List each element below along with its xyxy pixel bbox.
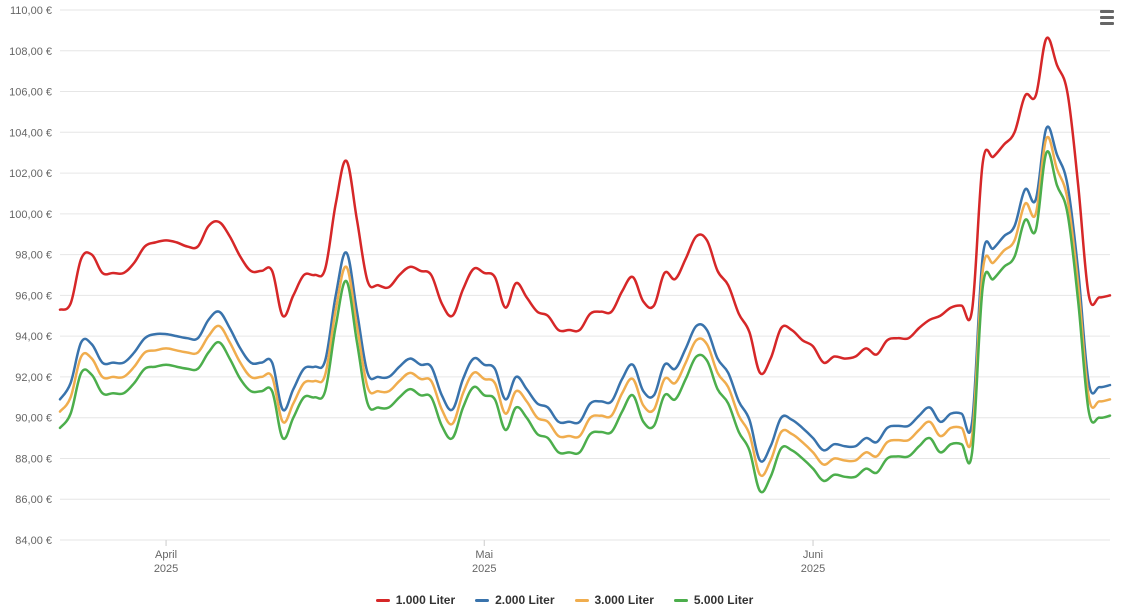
svg-text:104,00 €: 104,00 €: [9, 127, 52, 139]
legend-item[interactable]: 5.000 Liter: [674, 593, 753, 607]
legend-swatch: [575, 599, 589, 602]
price-chart: 84,00 € 86,00 € 88,00 € 90,00 € 92,00 € 94,00…: [0, 0, 1129, 615]
chart-svg: 84,00 € 86,00 € 88,00 € 90,00 € 92,00 € 94,00…: [0, 0, 1129, 615]
series-line: [60, 38, 1110, 374]
svg-text:Juni: Juni: [803, 549, 823, 561]
legend-item[interactable]: 1.000 Liter: [376, 593, 455, 607]
legend-swatch: [475, 599, 489, 602]
svg-text:102,00 €: 102,00 €: [9, 168, 52, 180]
svg-text:92,00 €: 92,00 €: [15, 372, 52, 384]
svg-text:108,00 €: 108,00 €: [9, 46, 52, 58]
legend-label: 5.000 Liter: [694, 593, 753, 607]
legend-swatch: [376, 599, 390, 602]
svg-text:88,00 €: 88,00 €: [15, 453, 52, 465]
legend-label: 2.000 Liter: [495, 593, 554, 607]
legend-label: 3.000 Liter: [595, 593, 654, 607]
svg-text:110,00 €: 110,00 €: [10, 5, 52, 17]
chart-legend: 1.000 Liter 2.000 Liter 3.000 Liter 5.000 L…: [0, 591, 1129, 608]
svg-text:2025: 2025: [154, 563, 178, 575]
svg-text:96,00 €: 96,00 €: [15, 290, 52, 302]
legend-item[interactable]: 3.000 Liter: [575, 593, 654, 607]
svg-text:106,00 €: 106,00 €: [9, 87, 52, 99]
svg-text:90,00 €: 90,00 €: [15, 413, 52, 425]
chart-menu-icon[interactable]: [1095, 6, 1119, 28]
legend-item[interactable]: 2.000 Liter: [475, 593, 554, 607]
svg-text:84,00 €: 84,00 €: [15, 535, 52, 547]
svg-text:86,00 €: 86,00 €: [15, 494, 52, 506]
svg-text:2025: 2025: [801, 563, 825, 575]
legend-swatch: [674, 599, 688, 602]
svg-text:100,00 €: 100,00 €: [9, 209, 52, 221]
svg-text:94,00 €: 94,00 €: [15, 331, 52, 343]
svg-text:98,00 €: 98,00 €: [15, 250, 52, 262]
svg-text:Mai: Mai: [475, 549, 493, 561]
svg-text:April: April: [155, 549, 177, 561]
legend-label: 1.000 Liter: [396, 593, 455, 607]
series-line: [60, 127, 1110, 462]
svg-text:2025: 2025: [472, 563, 496, 575]
